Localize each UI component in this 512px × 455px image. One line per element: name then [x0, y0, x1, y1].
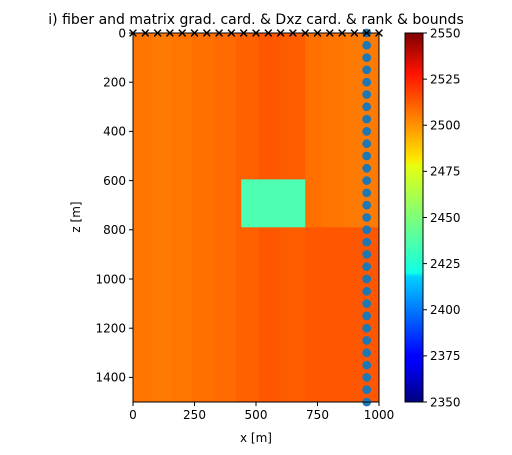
receiver-point — [362, 188, 372, 198]
colorbar-tick-label: 2525 — [430, 72, 461, 86]
colorbar-tick-label: 2450 — [430, 211, 461, 225]
colorbar-tick-label: 2475 — [430, 165, 461, 179]
receiver-point — [362, 348, 372, 358]
z-tick-label: 600 — [103, 174, 126, 188]
receiver-point — [362, 126, 372, 136]
receiver-point — [362, 163, 372, 173]
receiver-point — [362, 299, 372, 308]
receiver-point — [362, 311, 372, 321]
z-tick-label: 200 — [103, 76, 126, 90]
receiver-point — [362, 373, 372, 382]
x-tick-label: 1000 — [364, 408, 395, 422]
receiver-point — [362, 336, 372, 345]
marker-layer — [129, 28, 383, 407]
x-tick-label: 250 — [183, 408, 206, 422]
colorbar-tick-label: 2375 — [430, 349, 461, 363]
receiver-point — [362, 360, 372, 370]
z-axis: 0 200 400 600 800 1000 1200 1400 — [95, 26, 133, 385]
heatmap-column — [192, 33, 215, 402]
receiver-point — [362, 262, 372, 272]
receiver-point — [362, 114, 372, 124]
receiver-point — [362, 323, 372, 333]
x-tick-label: 750 — [306, 408, 329, 422]
z-tick-label: 1400 — [95, 371, 126, 385]
receiver-point — [362, 176, 372, 186]
receiver-point — [362, 102, 372, 112]
x-axis-label: x [m] — [240, 431, 272, 445]
colorbar-tick-label: 2350 — [430, 395, 461, 409]
heatmap-anomaly — [241, 179, 306, 228]
heatmap-layer — [133, 33, 379, 402]
receiver-point — [362, 225, 372, 235]
receiver-point — [362, 139, 372, 149]
z-tick-label: 1200 — [95, 322, 126, 336]
heatmap-column — [152, 33, 173, 402]
receiver-point — [362, 53, 372, 62]
z-tick-label: 0 — [118, 26, 126, 40]
plot-area — [129, 28, 383, 407]
z-tick-label: 800 — [103, 223, 126, 237]
x-tick-label: 0 — [129, 408, 137, 422]
receiver-point — [362, 90, 372, 99]
z-tick-label: 1000 — [95, 272, 126, 286]
z-tick-label: 400 — [103, 125, 126, 139]
colorbar-tick-label: 2425 — [430, 257, 461, 271]
heatmap-column — [172, 33, 193, 402]
colorbar-tick-label: 2400 — [430, 303, 461, 317]
receiver-point — [362, 250, 372, 259]
receiver-point — [362, 237, 372, 247]
receiver-point — [362, 65, 372, 75]
receiver-point — [362, 200, 372, 210]
colorbar-gradient — [405, 33, 423, 402]
receiver-point — [362, 385, 372, 395]
x-tick-label: 500 — [245, 408, 268, 422]
receiver-point — [362, 77, 372, 87]
colorbar-tick-label: 2550 — [430, 26, 461, 40]
receiver-point — [362, 213, 372, 222]
receiver-point — [362, 286, 372, 296]
colorbar-tick-label: 2500 — [430, 119, 461, 133]
heatmap-column — [133, 33, 154, 402]
receiver-point — [362, 274, 372, 284]
colorbar-ticks: 2350 2375 2400 2425 2450 2475 2500 2525 2550 — [423, 26, 461, 409]
x-axis: 0 250 500 750 1000 — [129, 402, 394, 422]
z-axis-label: z [m] — [69, 201, 83, 232]
receiver-point — [362, 151, 372, 161]
receiver-point — [362, 40, 372, 50]
colorbar: 2350 2375 2400 2425 2450 2475 2500 2525 2550 — [404, 26, 461, 409]
heatmap-column — [214, 33, 237, 402]
chart-title: i) fiber and matrix grad. card. & Dxz ca… — [48, 12, 463, 28]
